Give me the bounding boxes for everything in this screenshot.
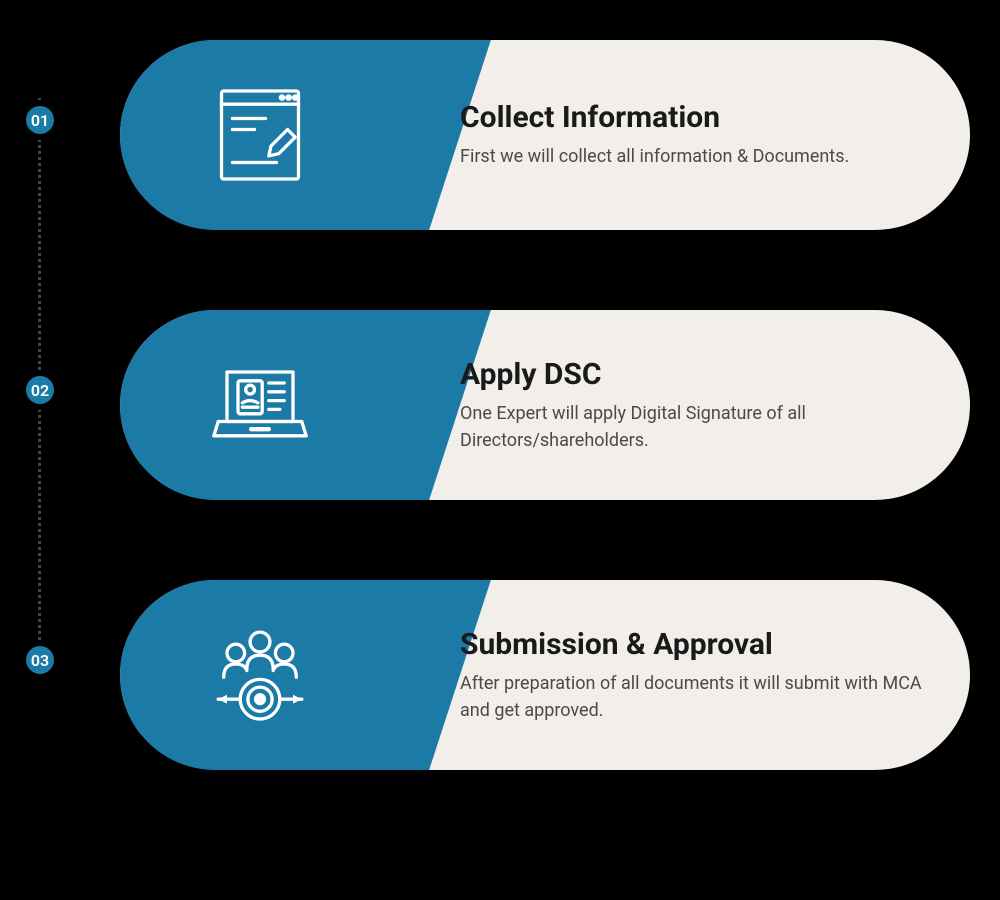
step-title: Collect Information (460, 100, 950, 135)
text-panel: Submission & Approval After preparation … (420, 580, 970, 770)
step-description: One Expert will apply Digital Signature … (460, 400, 950, 454)
icon-panel (120, 580, 400, 770)
text-panel: Collect Information First we will collec… (420, 40, 970, 230)
step-card: Apply DSC One Expert will apply Digital … (120, 310, 970, 500)
text-panel: Apply DSC One Expert will apply Digital … (420, 310, 970, 500)
team-target-icon (205, 620, 315, 730)
step-1: 01 Collect Information First we will col… (20, 40, 980, 240)
step-2: 02 Apply DSC One Expert will apply Digit… (20, 310, 980, 510)
step-3: 03 Submission & Approval Afte (20, 580, 980, 780)
step-card: Submission & Approval After preparation … (120, 580, 970, 770)
document-edit-icon (205, 80, 315, 190)
step-description: After preparation of all documents it wi… (460, 670, 950, 724)
step-title: Apply DSC (460, 357, 950, 392)
step-number-badge: 01 (20, 100, 60, 140)
laptop-cert-icon (205, 350, 315, 460)
icon-panel (120, 40, 400, 230)
step-card: Collect Information First we will collec… (120, 40, 970, 230)
step-title: Submission & Approval (460, 627, 950, 662)
step-number-badge: 02 (20, 370, 60, 410)
step-description: First we will collect all information & … (460, 143, 950, 170)
step-number-badge: 03 (20, 640, 60, 680)
icon-panel (120, 310, 400, 500)
